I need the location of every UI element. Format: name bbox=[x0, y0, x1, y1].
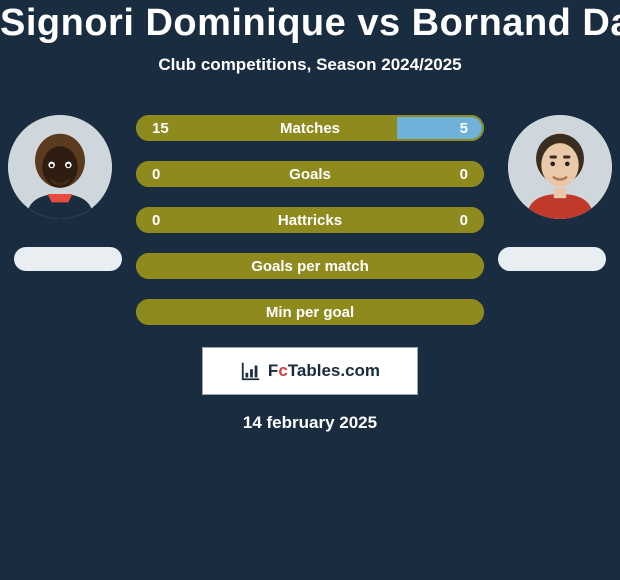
bar-chart-icon bbox=[240, 360, 262, 382]
avatar-right-icon bbox=[508, 115, 612, 219]
player-left-name-pill bbox=[14, 247, 122, 271]
stat-value-right: 0 bbox=[460, 161, 468, 187]
stat-label: Matches bbox=[136, 115, 484, 141]
stat-bars: Matches155Goals00Hattricks00Goals per ma… bbox=[136, 115, 484, 325]
logo-text-prefix: F bbox=[268, 361, 278, 380]
stat-value-left: 15 bbox=[152, 115, 169, 141]
stat-row: Goals0 0 bbox=[136, 161, 484, 187]
comparison-card: Signori Dominique vs Bornand Da Silva Cl… bbox=[0, 0, 620, 580]
player-right-name-pill bbox=[498, 247, 606, 271]
stat-label: Min per goal bbox=[136, 299, 484, 325]
stat-row: Goals per match bbox=[136, 253, 484, 279]
compare-area: Matches155Goals00Hattricks00Goals per ma… bbox=[0, 115, 620, 335]
stat-value-left: 0 bbox=[152, 161, 160, 187]
logo-text-suffix: Tables.com bbox=[288, 361, 380, 380]
footer-date: 14 february 2025 bbox=[0, 413, 620, 433]
logo-text-c: c bbox=[278, 361, 287, 380]
stat-value-left: 0 bbox=[152, 207, 160, 233]
player-left-avatar bbox=[8, 115, 112, 219]
stat-row: Matches15 5 bbox=[136, 115, 484, 141]
stat-row: Min per goal bbox=[136, 299, 484, 325]
stat-label: Hattricks bbox=[136, 207, 484, 233]
player-right-avatar bbox=[508, 115, 612, 219]
logo-text: FcTables.com bbox=[268, 361, 380, 381]
stat-value-right: 0 bbox=[460, 207, 468, 233]
branding-logo: FcTables.com bbox=[202, 347, 418, 395]
stat-label: Goals per match bbox=[136, 253, 484, 279]
stat-row: Hattricks0 0 bbox=[136, 207, 484, 233]
subtitle: Club competitions, Season 2024/2025 bbox=[0, 55, 620, 75]
stat-value-right: 5 bbox=[460, 115, 468, 141]
page-title: Signori Dominique vs Bornand Da Silva bbox=[0, 2, 620, 45]
stat-label: Goals bbox=[136, 161, 484, 187]
avatar-left-icon bbox=[8, 115, 112, 219]
